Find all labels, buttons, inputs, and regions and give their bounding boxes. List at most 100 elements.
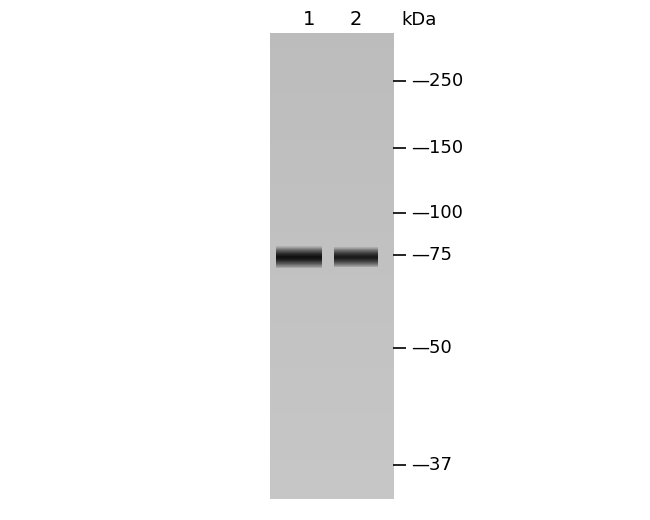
- Bar: [276, 252, 322, 253]
- Text: 1: 1: [302, 10, 315, 29]
- Bar: [334, 250, 378, 251]
- Bar: [276, 261, 322, 262]
- Bar: [334, 250, 378, 251]
- Bar: [334, 262, 378, 263]
- Bar: [276, 248, 322, 249]
- Bar: [334, 254, 378, 255]
- Bar: [334, 251, 378, 252]
- Bar: [334, 266, 378, 267]
- Bar: [334, 256, 378, 257]
- Bar: [334, 259, 378, 260]
- Bar: [276, 251, 322, 252]
- Bar: [334, 265, 378, 266]
- Bar: [276, 254, 322, 255]
- Bar: [334, 247, 378, 248]
- Bar: [334, 253, 378, 254]
- Bar: [276, 254, 322, 255]
- Bar: [276, 251, 322, 252]
- Bar: [276, 255, 322, 256]
- Bar: [276, 265, 322, 266]
- Bar: [334, 257, 378, 258]
- Bar: [334, 250, 378, 251]
- Bar: [334, 258, 378, 259]
- Bar: [334, 254, 378, 255]
- Bar: [334, 252, 378, 253]
- Text: —150: —150: [411, 139, 463, 157]
- Bar: [334, 253, 378, 254]
- Bar: [276, 264, 322, 265]
- Bar: [276, 258, 322, 259]
- Bar: [334, 255, 378, 256]
- Bar: [276, 267, 322, 268]
- Bar: [276, 262, 322, 263]
- Bar: [334, 249, 378, 250]
- Bar: [334, 255, 378, 256]
- Text: —250: —250: [411, 72, 463, 89]
- Bar: [276, 266, 322, 267]
- Bar: [276, 263, 322, 264]
- Bar: [276, 262, 322, 263]
- Bar: [334, 258, 378, 259]
- Bar: [334, 261, 378, 262]
- Bar: [276, 261, 322, 262]
- Bar: [334, 252, 378, 253]
- Bar: [276, 257, 322, 258]
- Bar: [276, 248, 322, 249]
- Bar: [334, 257, 378, 258]
- Bar: [334, 261, 378, 262]
- Bar: [276, 256, 322, 257]
- Bar: [276, 250, 322, 251]
- Bar: [276, 253, 322, 254]
- Bar: [334, 265, 378, 266]
- Bar: [334, 261, 378, 262]
- Text: —75: —75: [411, 246, 452, 264]
- Bar: [334, 264, 378, 265]
- Bar: [276, 261, 322, 262]
- Bar: [276, 259, 322, 261]
- Bar: [276, 267, 322, 268]
- Bar: [276, 248, 322, 249]
- Bar: [276, 256, 322, 257]
- Bar: [334, 256, 378, 257]
- Bar: [276, 251, 322, 252]
- Bar: [276, 260, 322, 261]
- Text: —50: —50: [411, 340, 452, 357]
- Bar: [334, 249, 378, 250]
- Bar: [334, 248, 378, 249]
- Bar: [334, 255, 378, 256]
- Bar: [276, 246, 322, 247]
- Bar: [276, 252, 322, 253]
- Bar: [334, 262, 378, 263]
- Bar: [334, 260, 378, 261]
- Bar: [276, 249, 322, 250]
- Bar: [276, 257, 322, 258]
- Bar: [276, 257, 322, 258]
- Bar: [276, 263, 322, 264]
- Bar: [276, 266, 322, 267]
- Text: 2: 2: [350, 10, 363, 29]
- Bar: [334, 249, 378, 250]
- Bar: [334, 258, 378, 259]
- Bar: [334, 265, 378, 266]
- Bar: [276, 264, 322, 265]
- Bar: [334, 251, 378, 252]
- Text: kDa: kDa: [402, 11, 437, 29]
- Bar: [276, 249, 322, 250]
- Bar: [276, 267, 322, 268]
- Bar: [276, 249, 322, 250]
- Bar: [334, 256, 378, 257]
- Bar: [276, 255, 322, 256]
- Bar: [334, 263, 378, 264]
- Bar: [334, 251, 378, 252]
- Bar: [276, 250, 322, 251]
- Bar: [276, 258, 322, 259]
- Bar: [334, 252, 378, 253]
- Bar: [334, 257, 378, 258]
- Bar: [276, 255, 322, 256]
- Bar: [334, 259, 378, 261]
- Bar: [276, 250, 322, 251]
- Bar: [276, 253, 322, 254]
- Bar: [276, 260, 322, 261]
- Bar: [334, 266, 378, 267]
- Bar: [276, 246, 322, 247]
